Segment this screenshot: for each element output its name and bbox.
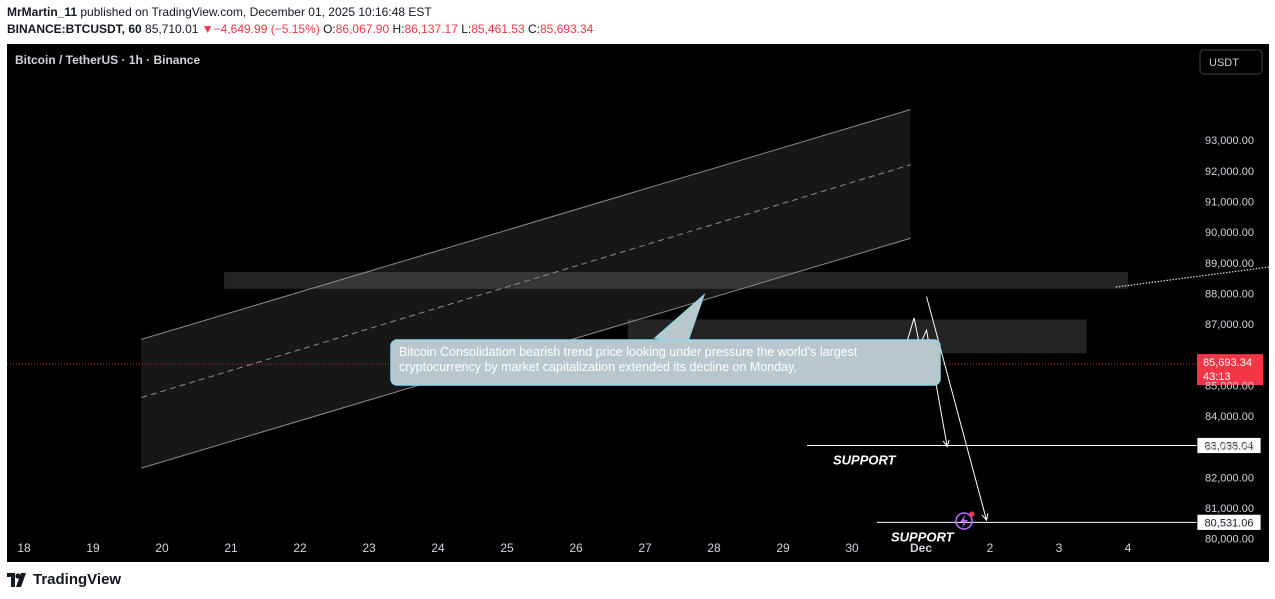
y-tick-label: 83,000.00 <box>1205 442 1254 454</box>
currency-label: USDT <box>1209 57 1239 69</box>
y-tick-label: 87,000.00 <box>1205 319 1254 331</box>
y-tick-label: 89,000.00 <box>1205 258 1254 270</box>
y-tick-label: 92,000.00 <box>1205 166 1254 178</box>
x-tick-label: 21 <box>224 541 238 555</box>
published-text: published on TradingView.com, December 0… <box>80 5 432 19</box>
x-tick-label: 30 <box>845 541 859 555</box>
x-tick-label: 27 <box>638 541 652 555</box>
publish-info: MrMartin_11 published on TradingView.com… <box>7 5 432 19</box>
lightning-icon[interactable] <box>955 511 975 530</box>
x-tick-label: Dec <box>910 541 932 555</box>
x-tick-label: 19 <box>86 541 100 555</box>
y-tick-label: 85,000.00 <box>1205 380 1254 392</box>
price-change: −4,649.99 (−5.15%) <box>213 22 320 36</box>
x-tick-label: 18 <box>17 541 31 555</box>
annotation-text: Bitcoin Consolidation bearish trend pric… <box>399 345 858 374</box>
y-tick-label: 91,000.00 <box>1205 196 1254 208</box>
x-tick-label: 23 <box>362 541 376 555</box>
open-value: 86,067.90 <box>335 22 390 36</box>
projection-path-arrowhead <box>942 439 950 448</box>
x-tick-label: 4 <box>1125 541 1132 555</box>
channel-upper-line <box>141 109 911 340</box>
x-tick-label: 2 <box>987 541 994 555</box>
channel-middle-line <box>141 164 911 399</box>
support-text: SUPPORT <box>891 529 955 544</box>
x-tick-label: 24 <box>431 541 445 555</box>
current-price-label: 85,693.34 <box>1203 357 1252 369</box>
y-tick-label: 82,000.00 <box>1205 472 1254 484</box>
y-tick-label: 88,000.00 <box>1205 288 1254 300</box>
symbol-label: BINANCE:BTCUSDT, 60 <box>7 22 142 36</box>
low-label: L: <box>461 22 472 36</box>
supply-zone <box>224 271 1129 289</box>
y-tick-label: 80,000.00 <box>1205 534 1254 546</box>
brand-name: TradingView <box>33 571 122 588</box>
support-price-label: 80,531.06 <box>1205 517 1254 529</box>
x-tick-label: 20 <box>155 541 169 555</box>
close-label: C: <box>527 22 540 36</box>
callout-box[interactable] <box>390 339 941 386</box>
projection-path-2-arrowhead <box>981 513 989 522</box>
last-price: 85,710.01 <box>145 22 199 36</box>
ohlc-bar: BINANCE:BTCUSDT, 60 85,710.01 ▼−4,649.99… <box>7 22 593 36</box>
tradingview-logo-icon <box>7 572 26 587</box>
support-price-tag <box>1196 513 1262 531</box>
x-tick-label: 3 <box>1056 541 1063 555</box>
low-value: 85,461.53 <box>471 22 525 36</box>
x-tick-label: 22 <box>293 541 307 555</box>
currency-button[interactable] <box>1199 49 1263 75</box>
y-tick-label: 93,000.00 <box>1205 135 1254 147</box>
close-value: 85,693.34 <box>539 22 594 36</box>
chart-background <box>7 44 1269 562</box>
open-label: O: <box>323 22 336 36</box>
change-arrow-icon: ▼ <box>201 22 214 36</box>
x-tick-label: 29 <box>776 541 790 555</box>
support-price-tag <box>1196 437 1262 454</box>
support-text: SUPPORT <box>833 452 897 467</box>
channel-fill <box>141 109 911 469</box>
tradingview-footer: TradingView <box>7 571 121 588</box>
price-chart[interactable]: 83,038.04 SUPPORT 80,531.06 SUPPORT 85,693.3… <box>7 44 1269 562</box>
x-tick-label: 25 <box>500 541 514 555</box>
y-tick-label: 90,000.00 <box>1205 227 1254 239</box>
projection-path-2 <box>926 296 988 521</box>
chart-title: Bitcoin / TetherUS · 1h · Binance <box>15 53 200 67</box>
high-label: H: <box>392 22 405 36</box>
y-tick-label: 84,000.00 <box>1205 411 1254 423</box>
publisher-name[interactable]: MrMartin_11 <box>7 5 78 19</box>
callout-text-holder: Bitcoin Consolidation bearish trend pric… <box>399 345 858 374</box>
y-tick-label: 81,000.00 <box>1205 503 1254 515</box>
current-price-tag <box>1197 354 1263 386</box>
x-tick-label: 28 <box>707 541 721 555</box>
high-value: 86,137.17 <box>404 22 458 36</box>
x-tick-label: 26 <box>569 541 583 555</box>
support-price-label: 83,038.04 <box>1205 440 1254 452</box>
countdown-label: 43:13 <box>1203 371 1231 383</box>
